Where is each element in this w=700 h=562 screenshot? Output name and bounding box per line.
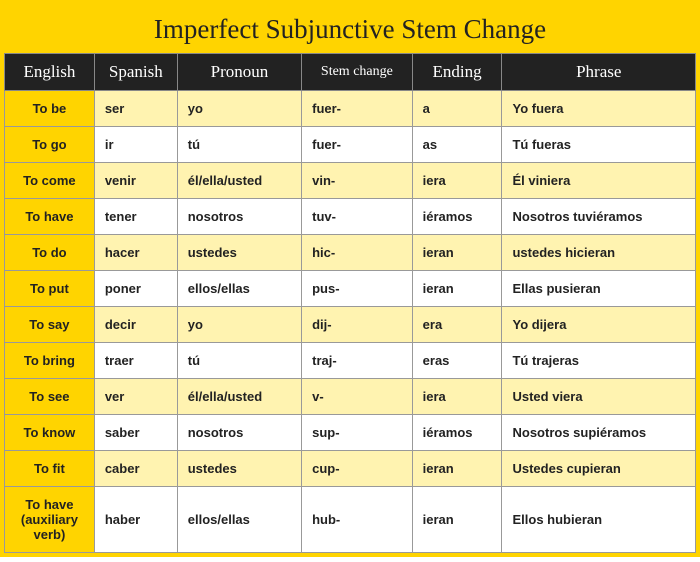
- table-row: To have tener nosotros tuv- iéramos Noso…: [5, 199, 696, 235]
- cell-english: To bring: [5, 343, 95, 379]
- cell-english: To have (auxiliary verb): [5, 487, 95, 553]
- table-row: To go ir tú fuer- as Tú fueras: [5, 127, 696, 163]
- cell-spanish: caber: [94, 451, 177, 487]
- cell-phrase: Nosotros tuviéramos: [502, 199, 696, 235]
- cell-spanish: ver: [94, 379, 177, 415]
- cell-ending: ieran: [412, 271, 502, 307]
- cell-spanish: saber: [94, 415, 177, 451]
- table-row: To see ver él/ella/usted v- iera Usted v…: [5, 379, 696, 415]
- cell-stem: v-: [302, 379, 413, 415]
- cell-phrase: Nosotros supiéramos: [502, 415, 696, 451]
- cell-phrase: Él viniera: [502, 163, 696, 199]
- cell-stem: traj-: [302, 343, 413, 379]
- cell-stem: fuer-: [302, 127, 413, 163]
- cell-stem: pus-: [302, 271, 413, 307]
- cell-english: To say: [5, 307, 95, 343]
- col-header-phrase: Phrase: [502, 54, 696, 91]
- table-body: To be ser yo fuer- a Yo fuera To go ir t…: [5, 91, 696, 553]
- cell-pronoun: nosotros: [177, 199, 301, 235]
- cell-english: To see: [5, 379, 95, 415]
- cell-ending: eras: [412, 343, 502, 379]
- cell-stem: hic-: [302, 235, 413, 271]
- col-header-spanish: Spanish: [94, 54, 177, 91]
- page-title: Imperfect Subjunctive Stem Change: [4, 4, 696, 53]
- cell-phrase: Usted viera: [502, 379, 696, 415]
- cell-spanish: tener: [94, 199, 177, 235]
- cell-stem: sup-: [302, 415, 413, 451]
- cell-english: To know: [5, 415, 95, 451]
- cell-spanish: traer: [94, 343, 177, 379]
- table-row: To have (auxiliary verb) haber ellos/ell…: [5, 487, 696, 553]
- cell-phrase: Ellas pusieran: [502, 271, 696, 307]
- cell-stem: dij-: [302, 307, 413, 343]
- cell-phrase: Ustedes cupieran: [502, 451, 696, 487]
- cell-pronoun: yo: [177, 91, 301, 127]
- table-row: To fit caber ustedes cup- ieran Ustedes …: [5, 451, 696, 487]
- col-header-ending: Ending: [412, 54, 502, 91]
- table-row: To say decir yo dij- era Yo dijera: [5, 307, 696, 343]
- col-header-stem: Stem change: [302, 54, 413, 91]
- cell-phrase: ustedes hicieran: [502, 235, 696, 271]
- cell-english: To fit: [5, 451, 95, 487]
- table-row: To come venir él/ella/usted vin- iera Él…: [5, 163, 696, 199]
- cell-ending: ieran: [412, 451, 502, 487]
- conjugation-table: English Spanish Pronoun Stem change Endi…: [4, 53, 696, 553]
- cell-stem: vin-: [302, 163, 413, 199]
- col-header-english: English: [5, 54, 95, 91]
- cell-spanish: venir: [94, 163, 177, 199]
- cell-spanish: hacer: [94, 235, 177, 271]
- cell-stem: tuv-: [302, 199, 413, 235]
- cell-phrase: Yo dijera: [502, 307, 696, 343]
- table-header-row: English Spanish Pronoun Stem change Endi…: [5, 54, 696, 91]
- cell-pronoun: tú: [177, 127, 301, 163]
- table-container: Imperfect Subjunctive Stem Change Englis…: [0, 0, 700, 557]
- cell-english: To have: [5, 199, 95, 235]
- table-row: To be ser yo fuer- a Yo fuera: [5, 91, 696, 127]
- cell-ending: a: [412, 91, 502, 127]
- cell-spanish: haber: [94, 487, 177, 553]
- cell-phrase: Yo fuera: [502, 91, 696, 127]
- cell-pronoun: nosotros: [177, 415, 301, 451]
- cell-english: To come: [5, 163, 95, 199]
- cell-phrase: Tú trajeras: [502, 343, 696, 379]
- cell-ending: era: [412, 307, 502, 343]
- cell-pronoun: ustedes: [177, 235, 301, 271]
- cell-phrase: Tú fueras: [502, 127, 696, 163]
- cell-spanish: ir: [94, 127, 177, 163]
- cell-ending: iéramos: [412, 415, 502, 451]
- col-header-pronoun: Pronoun: [177, 54, 301, 91]
- cell-english: To do: [5, 235, 95, 271]
- cell-ending: ieran: [412, 235, 502, 271]
- cell-spanish: poner: [94, 271, 177, 307]
- cell-ending: iéramos: [412, 199, 502, 235]
- cell-ending: iera: [412, 379, 502, 415]
- cell-ending: as: [412, 127, 502, 163]
- cell-pronoun: ustedes: [177, 451, 301, 487]
- cell-pronoun: ellos/ellas: [177, 271, 301, 307]
- cell-spanish: ser: [94, 91, 177, 127]
- cell-stem: hub-: [302, 487, 413, 553]
- cell-pronoun: él/ella/usted: [177, 163, 301, 199]
- cell-stem: cup-: [302, 451, 413, 487]
- cell-phrase: Ellos hubieran: [502, 487, 696, 553]
- cell-pronoun: tú: [177, 343, 301, 379]
- table-row: To know saber nosotros sup- iéramos Noso…: [5, 415, 696, 451]
- cell-ending: ieran: [412, 487, 502, 553]
- cell-stem: fuer-: [302, 91, 413, 127]
- cell-english: To be: [5, 91, 95, 127]
- cell-ending: iera: [412, 163, 502, 199]
- table-row: To put poner ellos/ellas pus- ieran Ella…: [5, 271, 696, 307]
- cell-spanish: decir: [94, 307, 177, 343]
- cell-pronoun: yo: [177, 307, 301, 343]
- table-row: To bring traer tú traj- eras Tú trajeras: [5, 343, 696, 379]
- cell-english: To go: [5, 127, 95, 163]
- cell-pronoun: él/ella/usted: [177, 379, 301, 415]
- cell-english: To put: [5, 271, 95, 307]
- cell-pronoun: ellos/ellas: [177, 487, 301, 553]
- table-row: To do hacer ustedes hic- ieran ustedes h…: [5, 235, 696, 271]
